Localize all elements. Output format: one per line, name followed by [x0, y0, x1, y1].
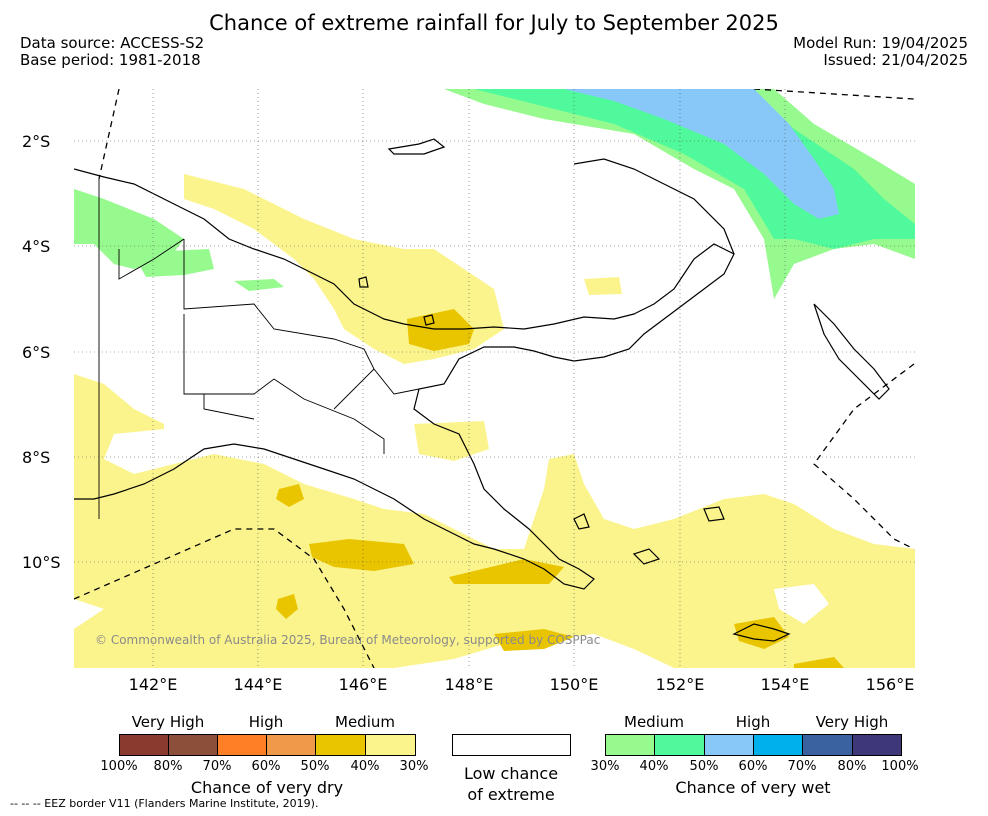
- wet-swatch-2: [654, 734, 705, 756]
- lon-label-148e: 148°E: [444, 675, 494, 694]
- base-period: Base period: 1981-2018: [20, 51, 201, 69]
- data-source: Data source: ACCESS-S2: [20, 34, 205, 52]
- dry-swatch-1: [119, 734, 169, 756]
- lat-label-8s: 8°S: [22, 448, 51, 467]
- dry-level-very-high: Very High: [131, 713, 205, 731]
- wet-tick: 70%: [787, 759, 817, 774]
- dry-tick: 40%: [350, 759, 380, 774]
- dry-swatch-2: [168, 734, 218, 756]
- rainfall-map: [74, 89, 915, 668]
- wet-swatch-6: [852, 734, 902, 756]
- copyright-notice: © Commonwealth of Australia 2025, Bureau…: [95, 633, 601, 647]
- lon-label-156e: 156°E: [865, 675, 915, 694]
- wet-level-medium: Medium: [624, 713, 684, 731]
- lat-label-10s: 10°S: [22, 553, 61, 572]
- wet-swatch-3: [704, 734, 754, 756]
- lat-label-6s: 6°S: [22, 343, 51, 362]
- dry-level-high: High: [248, 713, 284, 731]
- low-caption-line2: of extreme: [467, 785, 555, 804]
- lon-label-154e: 154°E: [760, 675, 810, 694]
- dry-tick: 70%: [202, 759, 232, 774]
- issued-date: Issued: 21/04/2025: [823, 51, 968, 69]
- coastlines: [74, 138, 890, 642]
- low-caption-line1: Low chance: [463, 764, 559, 783]
- wet-tick: 80%: [837, 759, 867, 774]
- wet-level-very-high: Very High: [815, 713, 889, 731]
- wet-tick: 60%: [738, 759, 768, 774]
- dry-swatch-5: [315, 734, 366, 756]
- graticule: [74, 89, 915, 668]
- model-run: Model Run: 19/04/2025: [793, 34, 968, 52]
- wet-tick: 50%: [689, 759, 719, 774]
- dry-swatch-4: [266, 734, 316, 756]
- wet-swatch-4: [753, 734, 803, 756]
- eez-note: -- -- -- EEZ border V11 (Flanders Marine…: [10, 797, 319, 810]
- wet-tick: 40%: [639, 759, 669, 774]
- very-wet-areas: [74, 89, 915, 299]
- lat-label-2s: 2°S: [22, 132, 51, 151]
- source-info: Data source: ACCESS-S2 Base period: 1981…: [20, 35, 204, 69]
- lon-label-144e: 144°E: [233, 675, 283, 694]
- lat-label-4s: 4°S: [22, 237, 51, 256]
- low-swatch: [452, 734, 571, 756]
- lon-label-146e: 146°E: [338, 675, 388, 694]
- dry-level-medium: Medium: [335, 713, 395, 731]
- wet-caption: Chance of very wet: [675, 778, 831, 797]
- dry-swatch-6: [365, 734, 416, 756]
- dry-tick: 50%: [300, 759, 330, 774]
- wet-tick: 100%: [881, 759, 919, 774]
- dry-tick: 100%: [100, 759, 138, 774]
- dry-tick: 80%: [153, 759, 183, 774]
- dry-caption: Chance of very dry: [190, 778, 344, 797]
- lon-label-152e: 152°E: [655, 675, 705, 694]
- dry-swatch-3: [217, 734, 267, 756]
- map-title: Chance of extreme rainfall for July to S…: [209, 11, 779, 35]
- wet-tick: 30%: [590, 759, 620, 774]
- lon-label-142e: 142°E: [128, 675, 178, 694]
- province-borders: [98, 179, 420, 519]
- dry-tick: 60%: [251, 759, 281, 774]
- wet-swatch-5: [802, 734, 853, 756]
- eez-borders: [74, 89, 915, 668]
- wet-swatch-1: [605, 734, 655, 756]
- run-info: Model Run: 19/04/2025 Issued: 21/04/2025: [793, 35, 968, 69]
- wet-level-high: High: [735, 713, 771, 731]
- lon-label-150e: 150°E: [549, 675, 599, 694]
- dry-tick: 30%: [399, 759, 429, 774]
